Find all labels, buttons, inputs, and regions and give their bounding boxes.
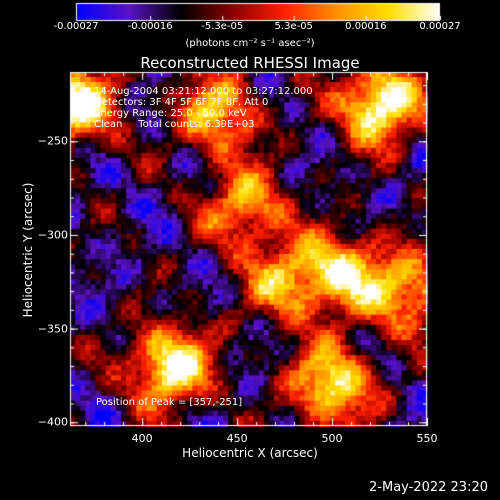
image-info: 14-Aug-2004 03:21:12.000 to 03:27:12.000… <box>94 86 313 130</box>
detectors-annotation: Detectors: 3F 4F 5F 6F 7F 8F, Att 0 <box>94 97 269 108</box>
x-tick-label: 500 <box>321 432 343 445</box>
x-tick-label: 400 <box>131 432 153 445</box>
y-tick-label: −250 <box>37 134 68 148</box>
peak-position-label: Position of Peak = [357,-251] <box>96 397 243 408</box>
colorbar-tick-label: -5.3e-05 <box>201 21 244 32</box>
x-axis-label: Heliocentric X (arcsec) <box>182 446 318 460</box>
colorbar-tick-label: 0.00016 <box>345 21 387 32</box>
y-tick-label: −300 <box>37 228 68 242</box>
y-axis-label: Heliocentric Y (arcsec) <box>21 182 35 318</box>
colorbar-units: (photons cm⁻² s⁻¹ asec⁻²) <box>185 38 315 49</box>
colorbar-tick-label: 5.3e-05 <box>274 21 313 32</box>
chart-title: Reconstructed RHESSI Image <box>140 54 360 72</box>
y-tick-label: −400 <box>37 415 68 429</box>
date-stamp: 2-May-2022 23:20 <box>369 480 488 495</box>
y-tick-label: −350 <box>37 322 68 336</box>
energy-range-annotation: Energy Range: 25.0 - 50.0 keV <box>94 108 247 119</box>
colorbar-tick-label: -0.00027 <box>53 21 99 32</box>
x-tick-label: 450 <box>226 432 248 445</box>
colorbar-tick-label: -0.00016 <box>127 21 173 32</box>
total-counts-annotation: Clean Total counts: 6.39E+03 <box>94 119 255 130</box>
colorbar-tick-label: 0.00027 <box>419 21 461 32</box>
time-range-annotation: 14-Aug-2004 03:21:12.000 to 03:27:12.000 <box>94 86 313 97</box>
x-tick-label: 550 <box>416 432 438 445</box>
